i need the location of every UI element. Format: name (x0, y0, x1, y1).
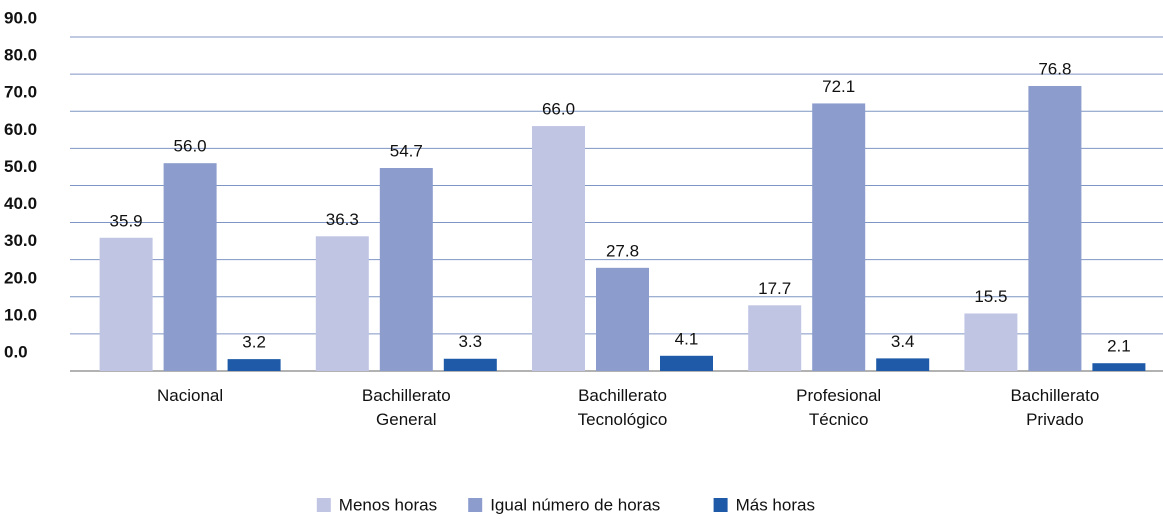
data-label: 76.8 (1038, 59, 1071, 78)
data-label: 3.3 (458, 332, 482, 351)
x-tick-label: Profesional Técnico (796, 386, 882, 429)
bar (1092, 363, 1146, 371)
y-tick-label: 30.0 (4, 231, 37, 250)
bar (443, 358, 497, 371)
bar (964, 313, 1018, 371)
data-label: 27.8 (606, 241, 639, 260)
bar (748, 305, 802, 371)
x-tick-label: Bachillerato Tecnológico (577, 386, 668, 429)
bar (812, 103, 866, 371)
data-label: 15.5 (974, 287, 1007, 306)
x-tick-label: Nacional (157, 386, 224, 405)
data-label: 35.9 (110, 211, 143, 230)
bar (163, 163, 217, 371)
data-label: 3.2 (242, 333, 266, 352)
data-label: 66.0 (542, 100, 575, 119)
data-label: 54.7 (390, 141, 423, 160)
legend-swatch (468, 498, 483, 512)
y-tick-label: 0.0 (4, 342, 28, 361)
bar (876, 358, 930, 371)
data-label: 2.1 (1107, 337, 1131, 356)
legend-swatch (713, 498, 728, 512)
data-label: 3.4 (891, 332, 915, 351)
legend-label: Más horas (736, 495, 815, 514)
data-label: 56.0 (174, 137, 207, 156)
bar (1028, 85, 1082, 371)
data-label: 17.7 (758, 279, 791, 298)
y-tick-label: 70.0 (4, 83, 37, 102)
x-tick-label: Bachillerato General (361, 386, 451, 429)
y-tick-label: 40.0 (4, 194, 37, 213)
bar (379, 168, 433, 371)
bar (227, 359, 281, 371)
y-tick-label: 60.0 (4, 120, 37, 139)
x-tick-label: Bachillerato Privado (1010, 386, 1100, 429)
bar (99, 237, 153, 371)
legend-label: Igual número de horas (490, 495, 660, 514)
y-tick-label: 10.0 (4, 305, 37, 324)
data-label: 4.1 (675, 329, 699, 348)
bar (660, 355, 713, 371)
y-tick-label: 90.0 (4, 8, 37, 27)
y-tick-label: 50.0 (4, 157, 37, 176)
bar (596, 267, 649, 371)
y-tick-label: 20.0 (4, 268, 37, 287)
data-label: 36.3 (326, 210, 359, 229)
y-tick-label: 80.0 (4, 46, 37, 65)
bar (532, 126, 585, 371)
legend-swatch (316, 498, 331, 512)
bar (315, 236, 369, 371)
data-label: 72.1 (822, 77, 855, 96)
legend-label: Menos horas (339, 495, 437, 514)
